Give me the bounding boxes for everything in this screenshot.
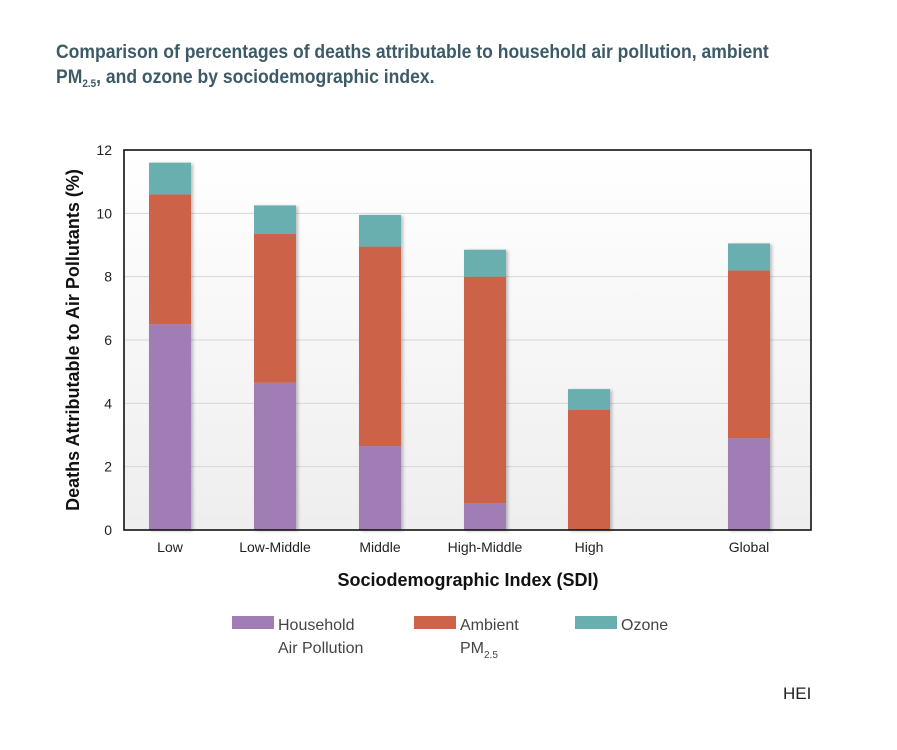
bar-segment xyxy=(464,503,506,530)
legend-label: Ambient xyxy=(460,617,519,634)
x-tick-label: High xyxy=(575,539,604,555)
bar-segment xyxy=(464,276,506,504)
legend: Household Air Pollution Ambient PM2.5 Ozone xyxy=(232,616,668,661)
y-axis-title: Deaths Attributable to Air Pollutants (%… xyxy=(63,169,83,511)
x-axis-ticks: Low Low-Middle Middle High-Middle High Global xyxy=(157,539,769,555)
y-tick-label: 10 xyxy=(96,205,112,221)
bars xyxy=(149,162,770,530)
chart-title-line2: PM2.5, and ozone by sociodemographic ind… xyxy=(56,66,435,90)
y-tick-label: 12 xyxy=(96,142,112,158)
legend-label: PM2.5 xyxy=(460,640,498,661)
bar-segment xyxy=(359,214,401,247)
legend-label: Air Pollution xyxy=(278,640,363,657)
chart-title: Comparison of percentages of deaths attr… xyxy=(56,40,776,97)
chart-title-line1: Comparison of percentages of deaths attr… xyxy=(56,41,769,63)
x-tick-label: Middle xyxy=(359,539,400,555)
bar-segment xyxy=(149,324,191,530)
bar-stack xyxy=(728,243,770,530)
bar-segment xyxy=(728,438,770,530)
x-tick-label: Low xyxy=(157,539,184,555)
bar-segment xyxy=(728,243,770,271)
bar-segment xyxy=(254,233,296,383)
x-tick-label: High-Middle xyxy=(448,539,523,555)
bar-segment xyxy=(568,409,610,530)
plot-frame xyxy=(123,149,812,531)
bar-segment xyxy=(149,162,191,195)
y-tick-label: 2 xyxy=(104,459,112,475)
legend-swatch xyxy=(414,616,456,629)
bar-stack xyxy=(254,205,296,530)
bar-stack xyxy=(359,214,401,530)
legend-swatch xyxy=(575,616,617,629)
bar-segment xyxy=(359,246,401,447)
credit-logo-text: HEI xyxy=(783,684,812,703)
y-tick-label: 0 xyxy=(104,522,112,538)
y-axis-ticks: 0 2 4 6 8 10 12 xyxy=(96,142,112,538)
bar-segment xyxy=(568,389,610,410)
legend-swatch xyxy=(232,616,274,629)
bar-stack xyxy=(149,162,191,530)
bar-segment xyxy=(728,270,770,439)
bar-stack xyxy=(464,249,506,530)
legend-label: Ozone xyxy=(621,617,668,634)
bar-segment xyxy=(254,205,296,234)
legend-label: Household xyxy=(278,617,355,634)
x-tick-label: Global xyxy=(729,539,769,555)
bar-segment xyxy=(254,382,296,530)
x-axis-title: Sociodemographic Index (SDI) xyxy=(337,570,598,590)
y-tick-label: 6 xyxy=(104,332,112,348)
y-tick-label: 4 xyxy=(104,395,112,411)
bar-segment xyxy=(149,194,191,325)
x-tick-label: Low-Middle xyxy=(239,539,311,555)
bar-segment xyxy=(464,249,506,277)
bar-stack xyxy=(568,389,610,530)
y-tick-label: 8 xyxy=(104,269,112,285)
bar-segment xyxy=(359,446,401,530)
